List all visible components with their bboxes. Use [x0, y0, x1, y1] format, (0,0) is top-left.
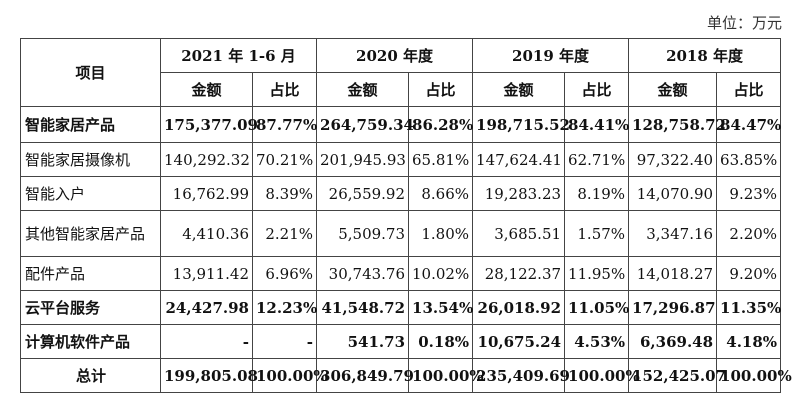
- amount-cell: 3,685.51: [472, 210, 566, 257]
- ratio-cell: 11.95%: [564, 256, 630, 291]
- row-label: 智能家居摄像机: [20, 142, 161, 177]
- amount-cell: 175,377.09: [160, 106, 258, 143]
- amount-cell: 6,369.48: [628, 324, 718, 359]
- ratio-cell: 13.54%: [408, 290, 473, 325]
- period-header: 2021 年 1-6 月: [159, 38, 318, 73]
- ratio-cell: 63.85%: [716, 142, 782, 177]
- ratio-cell: 6.96%: [251, 256, 318, 291]
- ratio-header: 占比: [564, 72, 630, 107]
- unit-label: 单位：万元: [706, 14, 782, 32]
- amount-cell: 19,283.23: [472, 176, 566, 211]
- amount-cell: 26,018.92: [472, 290, 566, 325]
- amount-cell: 201,945.93: [316, 142, 410, 177]
- amount-cell: 306,849.79: [316, 358, 414, 393]
- row-label: 智能入户: [20, 176, 161, 211]
- table-row: 配件产品 13,911.42 6.96% 30,743.76 10.02% 28,122.…: [20, 256, 782, 291]
- table-row: 智能家居产品 175,377.09 87.77% 264,759.34 86.28% 19…: [20, 106, 781, 143]
- ratio-cell: 12.23%: [251, 290, 317, 325]
- amount-cell: 30,743.76: [316, 256, 410, 291]
- row-label: 计算机软件产品: [20, 324, 161, 359]
- amount-cell: 3,347.16: [628, 210, 718, 257]
- ratio-cell: 100.00%: [716, 358, 792, 393]
- ratio-cell: 9.23%: [716, 176, 782, 211]
- ratio-cell: 100.00%: [564, 358, 640, 393]
- row-label: 总计: [20, 358, 161, 393]
- amount-header: 金额: [160, 72, 253, 107]
- ratio-cell: 4.53%: [564, 324, 630, 359]
- ratio-cell: 10.02%: [408, 256, 474, 291]
- ratio-cell: 70.21%: [251, 142, 318, 177]
- amount-cell: 13,911.42: [160, 256, 253, 291]
- ratio-cell: 86.28%: [408, 106, 473, 143]
- amount-cell: 4,410.36: [160, 210, 253, 257]
- amount-cell: 97,322.40: [628, 142, 718, 177]
- ratio-cell: 2.21%: [251, 210, 318, 257]
- amount-header: 金额: [472, 72, 566, 107]
- amount-cell: 14,070.90: [628, 176, 718, 211]
- amount-cell: 541.73: [316, 324, 410, 359]
- ratio-cell: 8.39%: [251, 176, 318, 211]
- row-label: 智能家居产品: [20, 106, 161, 143]
- amount-cell: 26,559.92: [316, 176, 410, 211]
- ratio-cell: 84.47%: [716, 106, 781, 143]
- amount-cell: 10,675.24: [472, 324, 566, 359]
- amount-cell: 41,548.72: [316, 290, 410, 325]
- table-row: 计算机软件产品 - -541.73 0.18% 10,675.24 4.53% 6,369.…: [20, 324, 782, 359]
- ratio-header: 占比: [408, 72, 474, 107]
- ratio-cell: 1.80%: [408, 210, 474, 257]
- ratio-cell: 0.18%: [408, 324, 474, 359]
- amount-header: 金额: [316, 72, 410, 107]
- table-row: 总计 199,805.08 100.00% 306,849.79 100.00% 235,…: [20, 358, 792, 393]
- row-label: 云平台服务: [20, 290, 161, 325]
- amount-cell: 264,759.34: [316, 106, 414, 143]
- amount-cell: 199,805.08: [160, 358, 258, 393]
- ratio-cell: 1.57%: [564, 210, 630, 257]
- ratio-cell: 100.00%: [408, 358, 484, 393]
- ratio-cell: 87.77%: [251, 106, 317, 143]
- ratio-cell: 84.41%: [564, 106, 629, 143]
- table-row: 云平台服务 24,427.98 12.23% 41,548.72 13.54% 26,01…: [20, 290, 781, 325]
- ratio-cell: 8.19%: [564, 176, 630, 211]
- ratio-header: 占比: [251, 72, 318, 107]
- revenue-table: 项目 2021 年 1-6 月 2020 年度 2019 年度 2018 年度 …: [20, 38, 792, 393]
- amount-cell: 140,292.32: [160, 142, 253, 177]
- table-row: 智能入户 16,762.99 8.39% 26,559.92 8.66% 19,283.2…: [20, 176, 782, 211]
- amount-cell: 28,122.37: [472, 256, 566, 291]
- amount-cell: 17,296.87: [628, 290, 718, 325]
- row-label: 配件产品: [20, 256, 161, 291]
- ratio-cell: 100.00%: [251, 358, 328, 393]
- amount-cell: 5,509.73: [316, 210, 410, 257]
- amount-cell: -: [160, 324, 253, 359]
- ratio-cell: 11.05%: [564, 290, 629, 325]
- item-header: 项目: [20, 38, 161, 107]
- amount-cell: 147,624.41: [472, 142, 566, 177]
- amount-cell: 235,409.69: [472, 358, 570, 393]
- ratio-cell: 11.35%: [716, 290, 781, 325]
- amount-cell: 198,715.52: [472, 106, 570, 143]
- amount-cell: 24,427.98: [160, 290, 253, 325]
- period-header: 2018 年度: [628, 38, 782, 73]
- ratio-cell: 4.18%: [716, 324, 782, 359]
- amount-cell: 128,758.72: [628, 106, 726, 143]
- ratio-cell: -: [251, 324, 318, 359]
- amount-header: 金额: [628, 72, 718, 107]
- amount-cell: 152,425.07: [628, 358, 726, 393]
- ratio-cell: 62.71%: [564, 142, 630, 177]
- ratio-cell: 65.81%: [408, 142, 474, 177]
- amount-cell: 16,762.99: [160, 176, 253, 211]
- period-header: 2020 年度: [316, 38, 474, 73]
- period-header: 2019 年度: [472, 38, 630, 73]
- ratio-cell: 8.66%: [408, 176, 474, 211]
- ratio-header: 占比: [716, 72, 782, 107]
- table-row: 智能家居摄像机 140,292.32 70.21% 201,945.93 65.81% 1…: [20, 142, 782, 177]
- table-row: 其他智能家居产品 4,410.36 2.21% 5,509.73 1.80% 3,685.…: [20, 210, 782, 257]
- ratio-cell: 9.20%: [716, 256, 782, 291]
- amount-cell: 14,018.27: [628, 256, 718, 291]
- row-label: 其他智能家居产品: [20, 210, 161, 257]
- ratio-cell: 2.20%: [716, 210, 782, 257]
